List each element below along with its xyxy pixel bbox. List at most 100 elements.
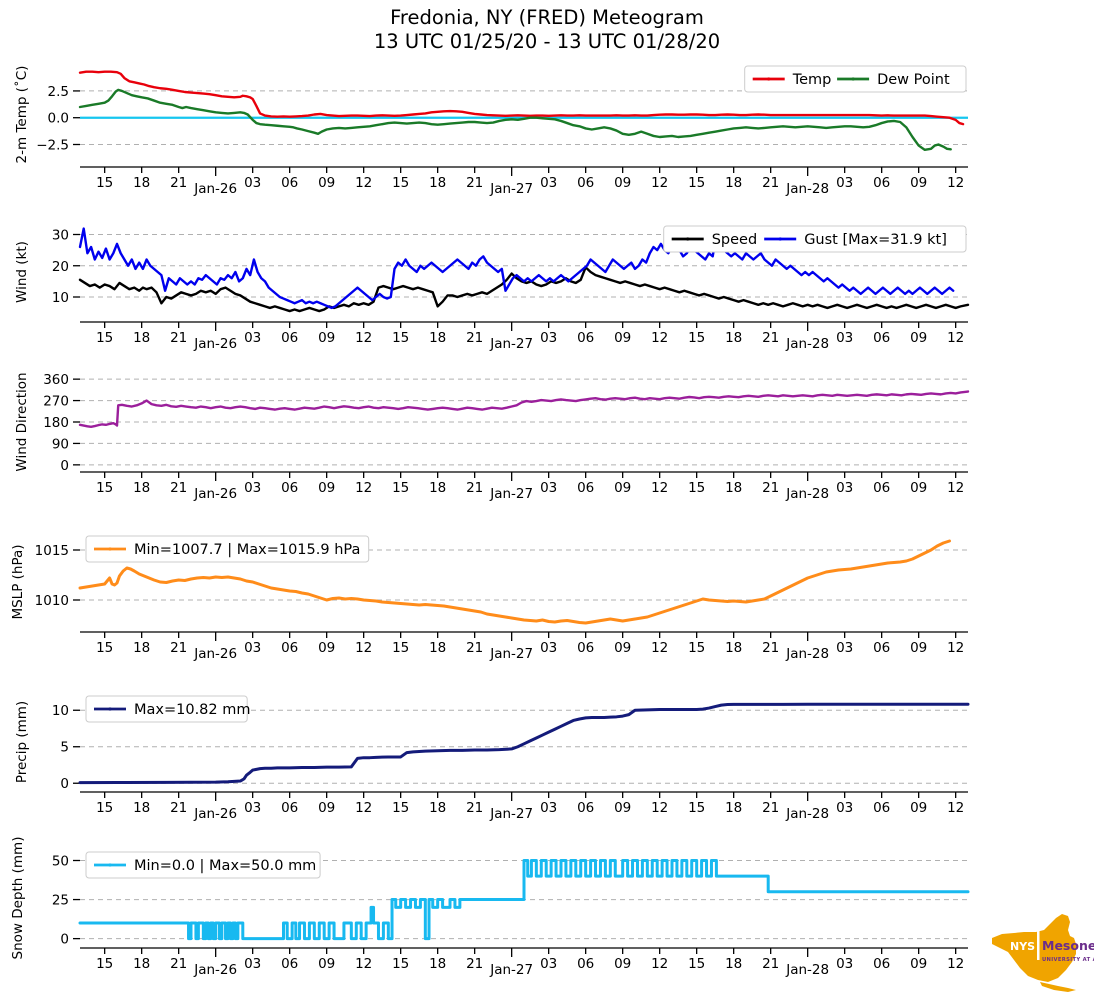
x-tick-label-day: Jan-27 (489, 336, 533, 352)
x-tick-label-hour: 03 (540, 800, 557, 816)
x-tick-label-day: Jan-28 (785, 646, 829, 662)
x-tick-label-day: Jan-27 (489, 181, 533, 197)
x-tick-label-day: Jan-26 (193, 486, 237, 502)
x-tick-label-day: Jan-27 (489, 806, 533, 822)
x-tick-label-hour: 09 (614, 480, 631, 496)
x-tick-label-hour: 12 (947, 640, 964, 656)
x-tick-label-hour: 09 (910, 175, 927, 191)
x-tick-label-hour: 12 (651, 956, 668, 972)
x-tick-label-day: Jan-26 (193, 646, 237, 662)
x-tick-label-hour: 18 (725, 330, 742, 346)
x-tick-label-hour: 06 (873, 330, 890, 346)
y-tick-label: 50 (52, 854, 69, 870)
legend-box (85, 695, 248, 723)
x-tick-label-hour: 18 (429, 640, 446, 656)
x-tick-label-hour: 06 (281, 956, 298, 972)
x-tick-label-hour: 03 (244, 956, 261, 972)
x-tick-label-hour: 09 (910, 330, 927, 346)
x-tick-label-hour: 18 (133, 956, 150, 972)
x-tick-label-hour: 15 (688, 800, 705, 816)
x-tick-label-hour: 06 (281, 800, 298, 816)
x-tick-label-hour: 21 (762, 800, 779, 816)
x-tick-label-hour: 06 (873, 800, 890, 816)
x-tick-label-hour: 15 (392, 640, 409, 656)
x-tick-label-hour: 21 (762, 330, 779, 346)
panel-wind: 10 20 30 15 18 21 Jan-26 03 06 09 12 15 18 21 Jan-27 03… (14, 225, 970, 352)
logo-nys-text: NYS (1010, 940, 1035, 953)
x-tick-label-hour: 12 (947, 175, 964, 191)
legend-label: Temp (792, 72, 832, 88)
logo-mesonet-text: Mesonet (1042, 938, 1094, 953)
x-tick-label-hour: 09 (910, 480, 927, 496)
x-tick-label-hour: 15 (392, 175, 409, 191)
x-tick-label-hour: 18 (133, 640, 150, 656)
x-tick-label-hour: 03 (836, 480, 853, 496)
y-axis-title: 2-m Temp (˚C) (13, 66, 30, 164)
legend-box (663, 225, 967, 253)
x-tick-label-hour: 15 (96, 956, 113, 972)
y-tick-label: 25 (52, 893, 69, 909)
x-tick-label-hour: 15 (392, 800, 409, 816)
x-tick-label-hour: 15 (688, 175, 705, 191)
y-tick-label: 90 (52, 436, 69, 452)
x-tick-label-hour: 21 (170, 800, 187, 816)
x-tick-label-hour: 12 (947, 800, 964, 816)
x-tick-label-hour: 03 (836, 640, 853, 656)
x-tick-label-hour: 18 (429, 800, 446, 816)
x-tick-label-hour: 15 (688, 956, 705, 972)
legend-marker (108, 707, 112, 711)
x-tick-label-hour: 18 (725, 175, 742, 191)
x-tick-label-hour: 12 (947, 480, 964, 496)
y-tick-label: 1015 (35, 543, 69, 559)
x-tick-label-hour: 12 (651, 800, 668, 816)
x-tick-label-hour: 18 (133, 480, 150, 496)
x-tick-label-hour: 09 (318, 800, 335, 816)
x-tick-label-day: Jan-26 (193, 181, 237, 197)
series-line (78, 539, 951, 625)
x-tick-label-day: Jan-26 (193, 806, 237, 822)
legend-marker (686, 237, 690, 241)
x-tick-label-hour: 15 (96, 800, 113, 816)
x-tick-label-hour: 09 (318, 330, 335, 346)
x-tick-label-hour: 21 (466, 175, 483, 191)
x-tick-label-day: Jan-28 (785, 181, 829, 197)
x-tick-label-hour: 18 (133, 800, 150, 816)
y-tick-label: 5 (60, 740, 69, 756)
x-tick-label-day: Jan-28 (785, 962, 829, 978)
y-axis-title: Snow Depth (mm) (10, 837, 26, 960)
series-line (78, 859, 970, 941)
x-tick-label-hour: 21 (170, 480, 187, 496)
x-tick-label-hour: 12 (947, 330, 964, 346)
x-tick-label-hour: 09 (910, 956, 927, 972)
x-tick-label-hour: 12 (651, 330, 668, 346)
x-tick-label-day: Jan-28 (785, 806, 829, 822)
x-tick-label-hour: 03 (540, 640, 557, 656)
x-tick-label-hour: 12 (651, 640, 668, 656)
x-tick-label-hour: 03 (540, 480, 557, 496)
x-tick-label-hour: 18 (429, 956, 446, 972)
y-axis-title: Wind (kt) (14, 241, 30, 303)
series-line (78, 702, 970, 785)
nys-mesonet-logo: NYS Mesonet UNIVERSITY AT ALBANY (992, 914, 1094, 992)
series-line (78, 88, 952, 152)
panel-precip: 0 5 10 15 18 21 Jan-26 03 06 09 12 15 18 21 Jan-27 03 06… (14, 695, 970, 822)
x-tick-label-hour: 03 (540, 175, 557, 191)
y-tick-label: 0 (60, 776, 69, 792)
x-tick-label-hour: 12 (355, 330, 372, 346)
logo-divider (1037, 930, 1040, 960)
x-tick-label-hour: 03 (540, 330, 557, 346)
x-tick-label-hour: 03 (244, 480, 261, 496)
x-tick-label-hour: 15 (96, 480, 113, 496)
legend-box (85, 535, 370, 563)
x-tick-label-hour: 03 (836, 330, 853, 346)
x-tick-label-hour: 12 (355, 175, 372, 191)
y-tick-label: 360 (43, 372, 69, 388)
x-tick-label-hour: 21 (170, 640, 187, 656)
x-tick-label-hour: 09 (614, 956, 631, 972)
x-tick-label-hour: 15 (392, 480, 409, 496)
x-tick-label-hour: 21 (466, 330, 483, 346)
y-axis-title: Wind Direction (14, 372, 30, 471)
x-tick-label-hour: 15 (688, 480, 705, 496)
legend-label: Dew Point (877, 72, 950, 88)
